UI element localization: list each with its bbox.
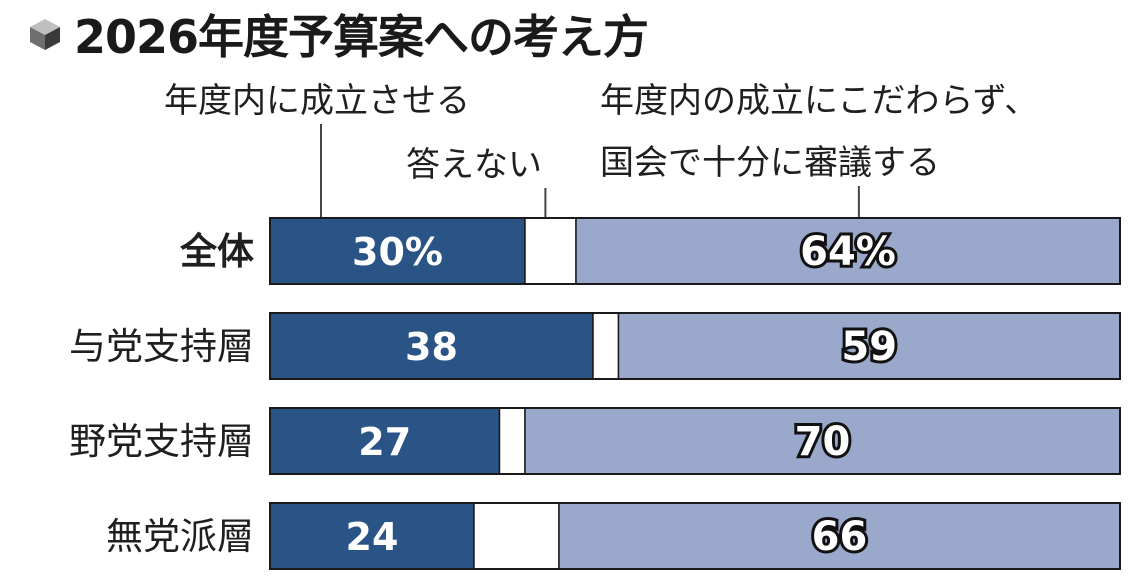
bar-segment-na [592,312,620,380]
bar-segment-na [498,407,526,475]
value-label: 59 [841,324,897,370]
cube-icon [30,19,60,50]
chart-title: 2026年度予算案への考え方 [74,10,649,64]
value-label: 38 [405,325,458,369]
legend-no-label-line2: 国会で十分に審議する [600,143,940,183]
legend-yes-label: 年度内に成立させる [164,81,470,121]
bar-frame [269,217,1121,285]
row-label: 全体 [179,230,254,273]
legend-na-label: 答えない [406,145,542,185]
bar-frame [269,502,1121,570]
bar-segment-no [558,502,1121,570]
row-label: 与党支持層 [69,325,254,368]
title-row: 2026年度予算案への考え方 [28,4,649,64]
value-label: 30% [352,230,443,274]
bar-frame [269,407,1121,475]
bar-segment-na [524,217,577,285]
row-label: 野党支持層 [69,420,254,463]
value-label: 70 [795,419,851,465]
value-label: 24 [346,515,399,559]
value-label: 27 [358,420,411,464]
value-label: 66 [812,514,868,560]
value-label: 64% [800,229,896,275]
bar-segment-na [473,502,560,570]
bar-frame [269,312,1121,380]
bar-segment-no [617,312,1121,380]
legend-no-label-line1: 年度内の成立にこだわらず、 [600,81,1038,121]
bar-segment-yes [269,502,475,570]
bar-rows: 全体 30% 64% 与党支持層 38 59 野党支持層 27 70 無党派層 24 66 [69,217,1121,570]
row-label: 無党派層 [106,515,254,558]
